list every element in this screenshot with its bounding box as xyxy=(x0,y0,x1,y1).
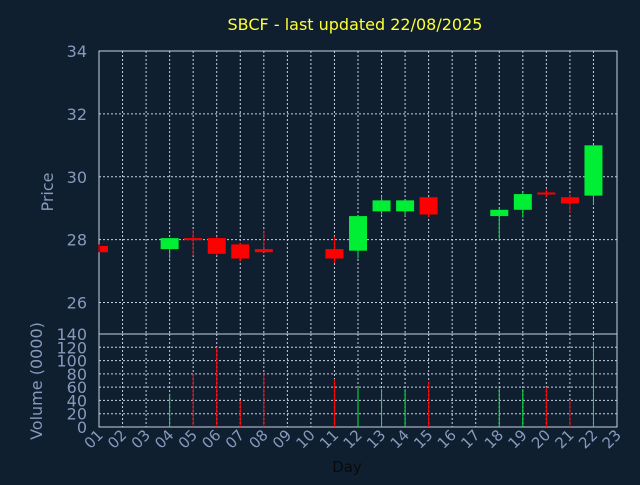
candle-body xyxy=(372,200,391,212)
candle-day-4 xyxy=(160,238,179,259)
candle-day-21 xyxy=(560,194,579,213)
candle-day-13 xyxy=(372,195,391,215)
candle-day-22 xyxy=(584,145,603,206)
candle-body xyxy=(560,197,579,204)
volume-tick-label: 20 xyxy=(67,405,87,424)
chart-title: SBCF - last updated 22/08/2025 xyxy=(228,15,483,34)
candle-body xyxy=(254,249,273,253)
candle-body xyxy=(325,249,344,259)
volume-tick-label: 40 xyxy=(67,391,87,410)
price-tick-label: 28 xyxy=(67,231,87,250)
candle-body xyxy=(349,216,367,251)
candle-body xyxy=(584,145,603,196)
price-tick-label: 32 xyxy=(67,105,87,124)
price-tick-label: 26 xyxy=(67,294,87,313)
price-axis-label: Price xyxy=(38,172,57,211)
candle-day-14 xyxy=(396,200,415,217)
candle-day-8 xyxy=(254,230,273,253)
volume-tick-label: 100 xyxy=(56,352,87,371)
volume-tick-label: 140 xyxy=(56,325,87,344)
volume-tick-label: 0 xyxy=(77,418,87,437)
candle-body xyxy=(490,209,509,217)
price-panel: 26 28 30 32 34 xyxy=(67,42,618,335)
candle-day-18 xyxy=(490,208,509,240)
candle-body xyxy=(207,238,226,254)
candle-body xyxy=(100,245,108,253)
x-axis-label: Day xyxy=(332,458,362,476)
candle-day-5 xyxy=(184,230,203,256)
volume-axis-label: Volume (0000) xyxy=(27,322,46,440)
candle-body xyxy=(184,238,203,241)
candle-body xyxy=(419,197,438,215)
candle-body xyxy=(537,192,556,195)
candle-body xyxy=(513,194,532,210)
candle-day-12 xyxy=(349,216,367,259)
candle-day-11 xyxy=(325,236,344,264)
candle-day-15 xyxy=(419,197,438,218)
candle-day-20 xyxy=(537,189,556,198)
candle-day-1 xyxy=(98,244,108,253)
price-tick-label: 34 xyxy=(67,42,87,61)
volume-tick-label: 80 xyxy=(67,365,87,384)
candle-body xyxy=(231,244,250,259)
candle-body xyxy=(160,238,179,250)
x-tick-labels: 0102030405060708091011121314151617181920… xyxy=(81,426,625,452)
price-tick-label: 30 xyxy=(67,168,87,187)
volume-tick-label: 60 xyxy=(67,378,87,397)
candle-day-7 xyxy=(231,242,250,262)
volume-tick-label: 120 xyxy=(56,338,87,357)
candle-body xyxy=(396,200,415,212)
candle-day-19 xyxy=(513,192,532,218)
candle-day-6 xyxy=(207,236,226,256)
